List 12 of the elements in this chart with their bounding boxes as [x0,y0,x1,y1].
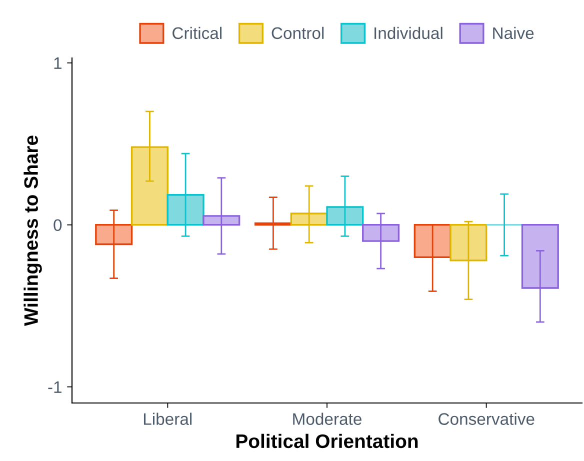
legend-label: Control [272,26,324,40]
legend-label: Individual [374,26,442,40]
legend-label: Critical [172,26,222,40]
x-tick-label: Moderate [293,412,362,425]
x-axis-title: Political Orientation [236,434,418,448]
y-tick-label: 0 [54,219,62,232]
y-tick-label: -1 [48,381,62,393]
y-axis-title: Willingness to Share [24,136,42,326]
x-tick-label: Conservative [438,412,534,425]
legend-label: Naive [493,26,534,40]
y-tick-label: 1 [54,57,62,69]
x-tick-label: Liberal [144,412,192,425]
